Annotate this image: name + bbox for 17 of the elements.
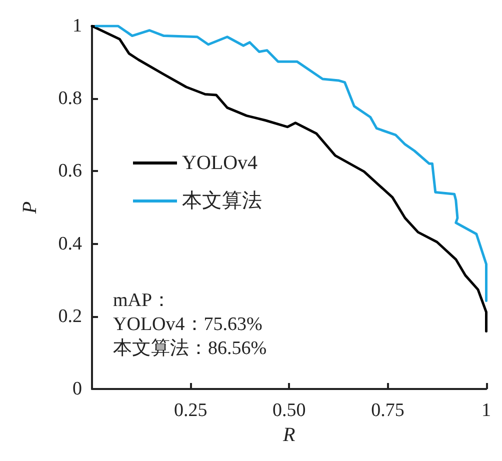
annotation: mAP： (113, 290, 172, 311)
x-tick-label: 0.75 (371, 400, 404, 421)
x-tick-label: 1 (482, 400, 491, 421)
y-tick-label: 0.8 (58, 88, 82, 110)
y-tick-label: 0.2 (58, 306, 82, 327)
y-tick-label: 0.4 (58, 233, 82, 254)
legend-label: 本文算法 (182, 190, 262, 212)
y-tick-label: 0.6 (58, 160, 82, 182)
annotation: 本文算法：86.56% (113, 338, 267, 359)
x-tick-label: 0.25 (174, 400, 208, 421)
x-tick-label: 0.50 (272, 400, 306, 421)
x-axis-title: R (282, 424, 296, 446)
y-axis-title: P (19, 201, 41, 215)
y-tick-label: 1 (72, 16, 82, 36)
annotation: YOLOv4：75.63% (113, 314, 263, 335)
legend-label: YOLOv4 (182, 152, 258, 174)
y-tick-label: 0 (72, 378, 82, 400)
